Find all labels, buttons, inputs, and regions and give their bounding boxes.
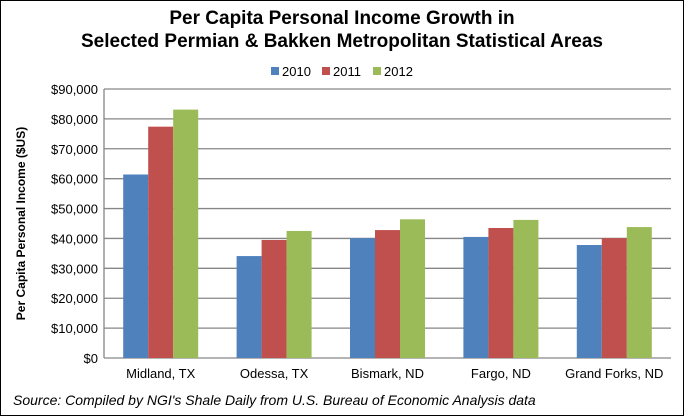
bar-2011 xyxy=(375,230,400,358)
y-tick-label: $30,000 xyxy=(51,261,98,276)
bar-2011 xyxy=(261,239,287,358)
bar-2012 xyxy=(400,219,425,358)
y-tick-label: $60,000 xyxy=(51,172,98,187)
y-axis-label: Per Capita Personal Income ($US) xyxy=(14,127,28,320)
bar-2010 xyxy=(350,238,375,358)
x-tick-label: Bismark, ND xyxy=(351,366,424,381)
x-tick-label: Grand Forks, ND xyxy=(565,366,663,381)
source-note: Source: Compiled by NGI's Shale Daily fr… xyxy=(13,392,536,408)
bar-2011 xyxy=(601,238,627,358)
x-tick-label: Fargo, ND xyxy=(471,366,531,381)
title-line-2: Selected Permian & Bakken Metropolitan S… xyxy=(81,31,603,52)
bar-2012 xyxy=(286,230,312,358)
legend-label: 2012 xyxy=(384,64,413,79)
bar-2012 xyxy=(513,219,539,358)
y-tick-label: $20,000 xyxy=(51,291,98,306)
bar-2010 xyxy=(236,256,262,358)
x-tick-label: Midland, TX xyxy=(126,366,195,381)
legend-label: 2011 xyxy=(333,64,361,79)
y-tick-label: $10,000 xyxy=(51,321,98,336)
y-tick-label: $70,000 xyxy=(51,142,98,157)
title-line-1: Per Capita Personal Income Growth in xyxy=(169,8,515,29)
bar-2010 xyxy=(123,174,149,358)
y-tick-label: $80,000 xyxy=(51,112,98,127)
bar-2011 xyxy=(488,227,514,358)
bar-2012 xyxy=(626,227,652,358)
y-tick-label: $40,000 xyxy=(51,231,98,246)
bar-2012 xyxy=(173,109,199,358)
y-tick-label: $50,000 xyxy=(51,202,98,217)
legend-label: 2010 xyxy=(282,64,311,79)
chart-title: Per Capita Personal Income Growth in Sel… xyxy=(1,7,683,53)
x-tick-label: Odessa, TX xyxy=(240,366,309,381)
y-tick-label: $90,000 xyxy=(51,82,98,97)
legend-swatch xyxy=(322,67,330,75)
legend-swatch xyxy=(373,67,381,75)
bar-2010 xyxy=(463,236,489,358)
bar-2010 xyxy=(576,245,602,358)
legend-swatch xyxy=(271,67,279,75)
y-tick-label: $0 xyxy=(84,351,98,366)
bar-2011 xyxy=(148,126,174,358)
